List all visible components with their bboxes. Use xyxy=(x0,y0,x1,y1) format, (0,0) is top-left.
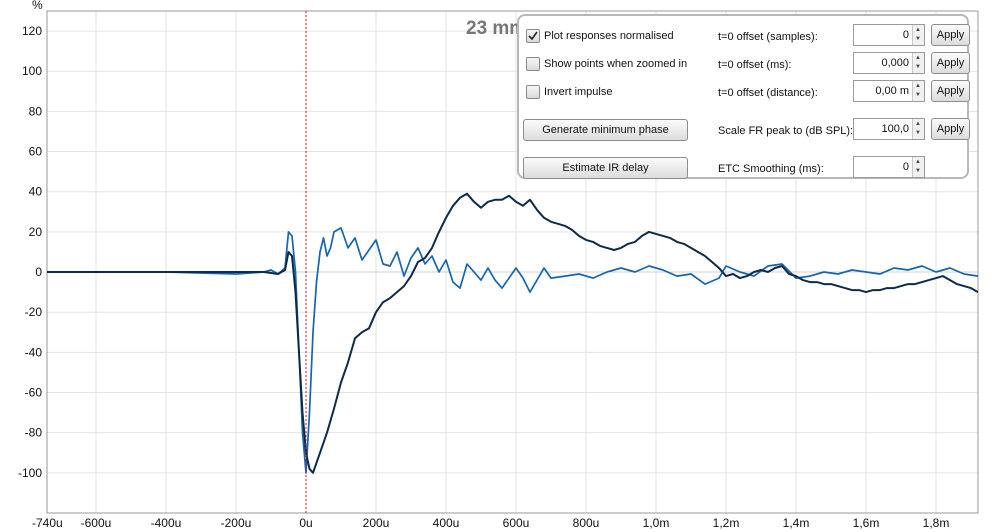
invert-impulse-checkbox[interactable] xyxy=(526,85,540,99)
x-axis-ticks: -740u -600u -400u -200u 0u 200u 400u 600u 800u 1,… xyxy=(32,516,949,530)
x-tick-label: -600u xyxy=(81,516,112,530)
y-tick-label: -20 xyxy=(25,305,43,319)
panel-row-1: Plot responses normalised t=0 offset (sa… xyxy=(519,24,970,48)
generate-minimum-phase-button[interactable]: Generate minimum phase xyxy=(523,119,688,141)
plot-normalised-checkbox[interactable] xyxy=(526,29,540,43)
y-tick-label: -80 xyxy=(25,426,43,440)
series-lines xyxy=(47,192,979,474)
offset-distance-spinner[interactable]: 0,00 m ▲ ▼ xyxy=(853,80,925,102)
plot-frame xyxy=(46,10,979,514)
spin-up-icon[interactable]: ▲ xyxy=(915,83,921,89)
offset-ms-label: t=0 offset (ms): xyxy=(718,59,792,71)
y-axis-unit-label: % xyxy=(32,0,43,12)
series-line-1 xyxy=(47,227,979,474)
y-axis-ticks: 120 100 80 60 40 20 0 -20 -40 -60 -80 -100 xyxy=(18,24,42,480)
offset-samples-value: 0 xyxy=(902,29,909,41)
x-tick-label: 1,6m xyxy=(853,516,880,530)
x-tick-label: 400u xyxy=(433,516,460,530)
y-tick-label: 80 xyxy=(29,104,43,118)
spin-down-icon[interactable]: ▼ xyxy=(915,92,921,98)
panel-row-3: Invert impulse t=0 offset (distance): 0,… xyxy=(519,80,970,104)
y-tick-label: -40 xyxy=(25,345,43,359)
y-tick-label: 100 xyxy=(22,64,42,78)
spin-down-icon[interactable]: ▼ xyxy=(915,168,921,174)
x-tick-label: 1,4m xyxy=(783,516,810,530)
spinner-arrows[interactable]: ▲ ▼ xyxy=(912,53,924,73)
x-tick-label: -740u xyxy=(32,516,63,530)
show-points-label: Show points when zoomed in xyxy=(544,58,688,70)
plot-normalised-label: Plot responses normalised xyxy=(544,30,674,42)
x-tick-label: 0u xyxy=(299,516,312,530)
offset-ms-spinner[interactable]: 0,000 ▲ ▼ xyxy=(853,52,925,74)
checkmark-icon xyxy=(528,31,538,41)
x-tick-label: -400u xyxy=(151,516,182,530)
offset-distance-label: t=0 offset (distance): xyxy=(718,87,818,99)
panel-row-4: Generate minimum phase Scale FR peak to … xyxy=(519,118,970,142)
apply-offset-samples-button[interactable]: Apply xyxy=(931,24,970,46)
x-tick-label: 1,2m xyxy=(713,516,740,530)
y-tick-label: 120 xyxy=(22,24,42,38)
y-tick-label: -100 xyxy=(18,466,42,480)
etc-smoothing-label: ETC Smoothing (ms): xyxy=(718,163,824,175)
spinner-arrows[interactable]: ▲ ▼ xyxy=(912,81,924,101)
y-tick-label: -60 xyxy=(25,386,43,400)
x-tick-label: 1,0m xyxy=(643,516,670,530)
apply-offset-ms-button[interactable]: Apply xyxy=(931,52,970,74)
spin-down-icon[interactable]: ▼ xyxy=(915,130,921,136)
spin-up-icon[interactable]: ▲ xyxy=(915,121,921,127)
x-tick-label: 200u xyxy=(363,516,390,530)
panel-row-2: Show points when zoomed in t=0 offset (m… xyxy=(519,52,970,76)
spin-up-icon[interactable]: ▲ xyxy=(915,27,921,33)
etc-smoothing-spinner[interactable]: 0 ▲ ▼ xyxy=(853,156,925,178)
show-points-checkbox[interactable] xyxy=(526,57,540,71)
spin-down-icon[interactable]: ▼ xyxy=(915,64,921,70)
y-tick-label: 40 xyxy=(29,185,43,199)
cursor-distance-label: 23 mm xyxy=(466,18,526,39)
spinner-arrows[interactable]: ▲ ▼ xyxy=(912,157,924,177)
x-tick-label: 800u xyxy=(573,516,600,530)
offset-ms-value: 0,000 xyxy=(881,57,909,69)
y-tick-label: 60 xyxy=(29,145,43,159)
apply-offset-distance-button[interactable]: Apply xyxy=(931,80,970,102)
scale-fr-peak-value: 100,0 xyxy=(881,123,909,135)
spinner-arrows[interactable]: ▲ ▼ xyxy=(912,119,924,139)
invert-impulse-label: Invert impulse xyxy=(544,86,613,98)
apply-scale-fr-peak-button[interactable]: Apply xyxy=(931,118,970,140)
y-tick-label: 20 xyxy=(29,225,43,239)
scale-fr-peak-label: Scale FR peak to (dB SPL): xyxy=(718,125,854,137)
x-tick-label: 1,8m xyxy=(923,516,950,530)
x-tick-label: 600u xyxy=(503,516,530,530)
panel-row-5: Estimate IR delay ETC Smoothing (ms): 0 … xyxy=(519,156,967,180)
offset-samples-spinner[interactable]: 0 ▲ ▼ xyxy=(853,24,925,46)
estimate-ir-delay-button[interactable]: Estimate IR delay xyxy=(523,157,688,179)
series-line-2 xyxy=(47,192,979,474)
y-tick-label: 0 xyxy=(35,265,42,279)
spin-up-icon[interactable]: ▲ xyxy=(915,55,921,61)
spin-down-icon[interactable]: ▼ xyxy=(915,36,921,42)
offset-distance-value: 0,00 m xyxy=(875,85,909,97)
control-panel: Plot responses normalised t=0 offset (sa… xyxy=(517,14,970,180)
scale-fr-peak-spinner[interactable]: 100,0 ▲ ▼ xyxy=(853,118,925,140)
spin-up-icon[interactable]: ▲ xyxy=(915,159,921,165)
x-tick-label: -200u xyxy=(221,516,252,530)
spinner-arrows[interactable]: ▲ ▼ xyxy=(912,25,924,45)
etc-smoothing-value: 0 xyxy=(902,161,909,173)
offset-samples-label: t=0 offset (samples): xyxy=(718,31,818,43)
